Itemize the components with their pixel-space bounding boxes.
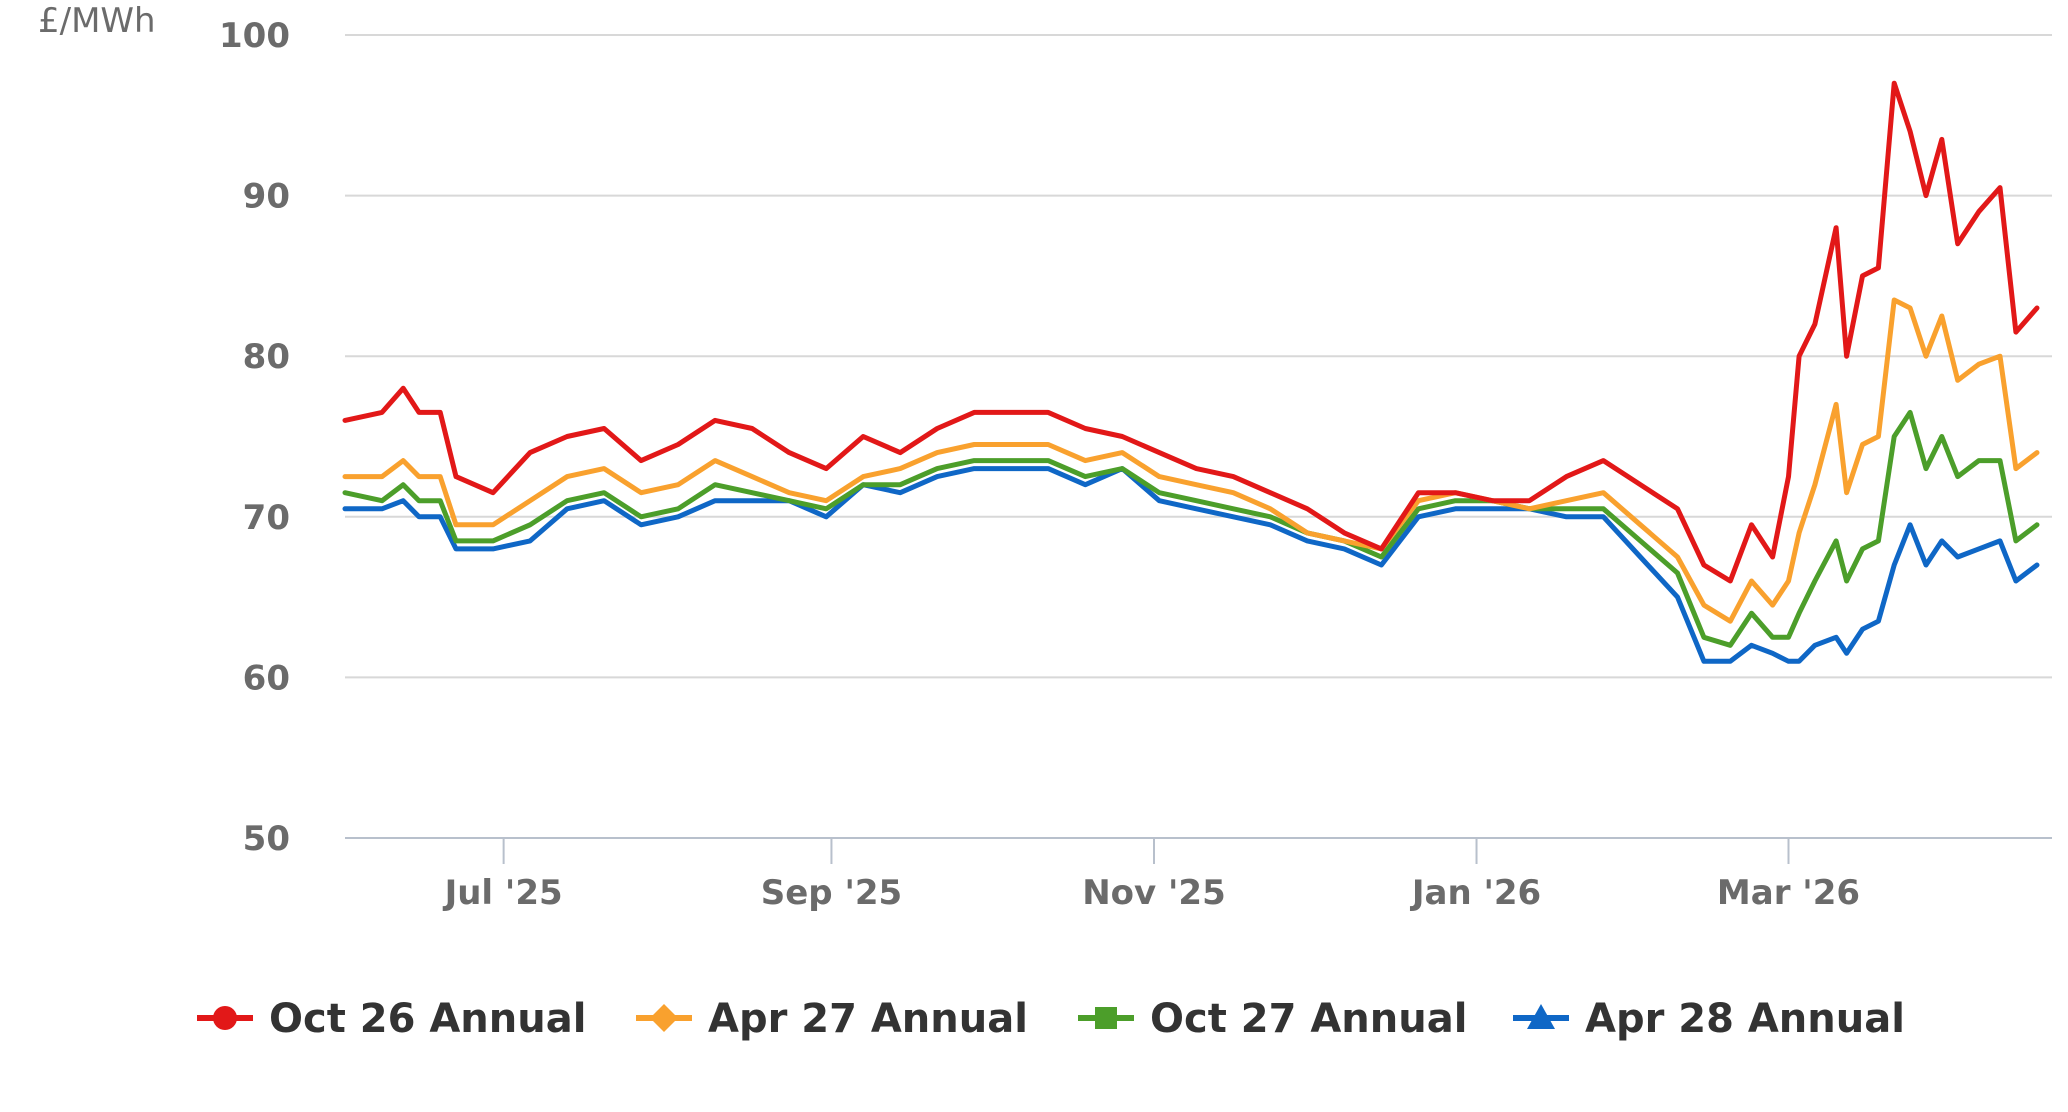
legend-label: Apr 28 Annual xyxy=(1585,996,1905,1042)
x-axis xyxy=(502,838,1790,864)
y-tick-label: 90 xyxy=(243,177,290,217)
legend-label: Oct 27 Annual xyxy=(1150,996,1467,1042)
legend-marker-square-icon xyxy=(1095,1007,1117,1029)
y-tick-label: 100 xyxy=(219,16,290,56)
series-line-oct-27-annual[interactable] xyxy=(342,409,2040,648)
y-tick-label: 60 xyxy=(243,658,290,698)
x-tick-label: Jan '26 xyxy=(1410,873,1541,913)
y-tick-label: 70 xyxy=(243,498,290,538)
legend-marker-circle-icon xyxy=(213,1006,237,1030)
x-tick-label: Mar '26 xyxy=(1717,873,1860,913)
x-tick-label: Jul '25 xyxy=(443,873,563,913)
series-line-apr-27-annual[interactable] xyxy=(342,297,2040,624)
legend-marker-triangle-icon xyxy=(1527,1004,1555,1029)
series-line-oct-26-annual[interactable] xyxy=(342,80,2040,584)
x-axis-tick-labels: Jul '25 Sep '25 Nov '25 Jan '26 Mar '26 xyxy=(443,873,1860,913)
legend-item-oct-26-annual[interactable]: Oct 26 Annual xyxy=(197,996,586,1042)
y-axis-unit-label: £/MWh xyxy=(38,1,156,41)
x-tick-label: Nov '25 xyxy=(1082,873,1226,913)
legend-label: Apr 27 Annual xyxy=(708,996,1028,1042)
legend-marker-diamond-icon xyxy=(650,1004,678,1032)
legend-item-apr-27-annual[interactable]: Apr 27 Annual xyxy=(636,996,1028,1042)
y-axis-tick-labels: 100 90 80 70 60 50 xyxy=(219,16,290,859)
legend-item-apr-28-annual[interactable]: Apr 28 Annual xyxy=(1513,996,1905,1042)
legend: Oct 26 Annual Apr 27 Annual Oct 27 Annual A… xyxy=(197,996,1905,1042)
series-line-apr-28-annual[interactable] xyxy=(342,466,2040,664)
y-tick-label: 80 xyxy=(243,337,290,377)
series-lines xyxy=(342,80,2040,664)
grid-lines xyxy=(345,34,2052,839)
legend-label: Oct 26 Annual xyxy=(269,996,586,1042)
y-tick-label: 50 xyxy=(243,819,290,859)
legend-item-oct-27-annual[interactable]: Oct 27 Annual xyxy=(1078,996,1467,1042)
x-tick-label: Sep '25 xyxy=(761,873,902,913)
